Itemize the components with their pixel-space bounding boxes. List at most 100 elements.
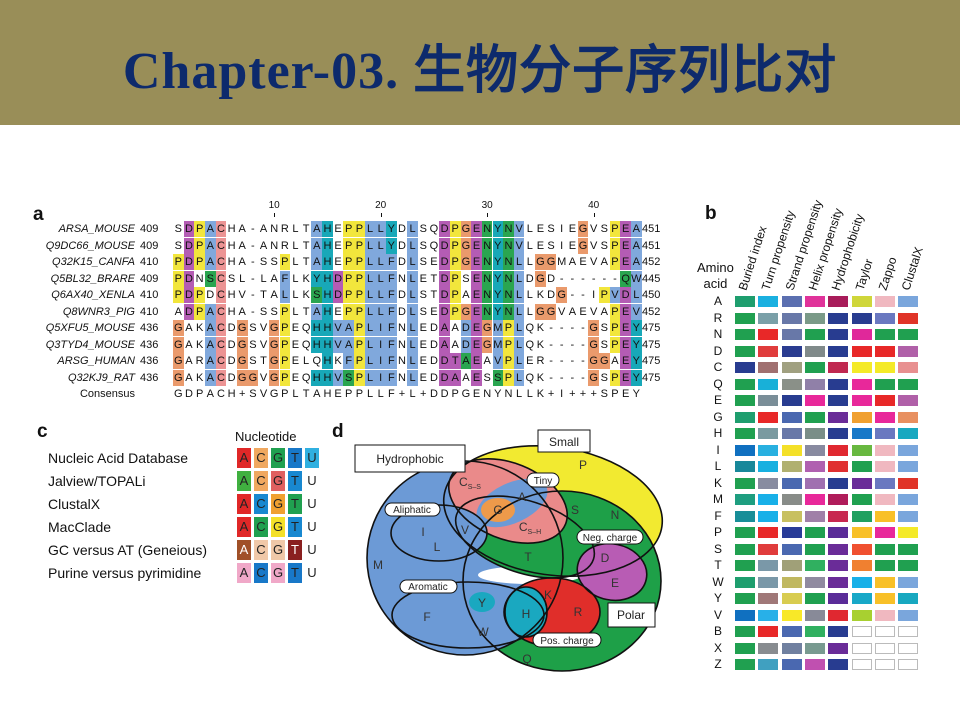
residue-cell: A (204, 320, 216, 336)
residue-cell: H (227, 289, 236, 301)
residue-cell: - (591, 272, 596, 285)
scheme-color-cell (735, 609, 755, 621)
residue-Q: Q (522, 652, 531, 666)
scheme-color-cell (828, 477, 849, 489)
residue-cell: C (215, 287, 227, 303)
residue-cell: D (332, 270, 344, 287)
consensus-residue: A (206, 388, 214, 400)
residue-cell: A (238, 256, 246, 268)
residue-cell: L (407, 270, 418, 287)
residue-cell: L (292, 239, 299, 252)
consensus-residue: T (302, 388, 310, 400)
scheme-color-cell (874, 477, 895, 489)
scheme-color-cell (851, 296, 872, 307)
residue-cell: L (407, 369, 418, 386)
residue-cell: K (536, 322, 545, 334)
residue-cell: S (419, 305, 427, 318)
scheme-color-cell (898, 411, 919, 423)
residue-cell: - (251, 239, 255, 252)
position-tick-mark (274, 213, 276, 217)
amino-acid-header: Amino acid (697, 260, 734, 292)
position-tick-mark (487, 213, 489, 217)
residue-cell: - (559, 371, 564, 384)
residue-cell: K (302, 289, 310, 301)
residue-cell: N (503, 303, 514, 320)
scheme-color-cell (804, 659, 825, 670)
residue-cell: S (259, 256, 268, 268)
residue-cell: E (568, 239, 577, 252)
residue-cell: L (526, 256, 533, 268)
residue-cell: P (503, 320, 514, 336)
residue-cell: N (481, 270, 493, 287)
residue-F: F (423, 610, 430, 624)
residue-cell: G (588, 336, 599, 353)
panel-b-label: b (705, 203, 717, 224)
residue-cell: S (600, 223, 608, 235)
position-tick-label: 30 (481, 200, 493, 211)
residue-cell: P (354, 221, 365, 237)
residue-cell: N (397, 371, 406, 384)
scheme-color-cell (758, 560, 779, 571)
residue-cell: H (322, 303, 333, 320)
nucleotide-box: G (271, 563, 285, 583)
scheme-color-cell (828, 329, 849, 340)
residue-L: L (434, 540, 441, 554)
scheme-color-cell (735, 428, 755, 439)
amino-acid-label: I (716, 442, 720, 457)
residue-cell: P (449, 237, 461, 254)
residue-cell: P (354, 303, 365, 320)
sequence-name: Q32K15_CANFA (52, 256, 135, 268)
residue-cell: P (609, 369, 621, 386)
residue-cell: A (311, 303, 323, 320)
residue-cell: P (194, 303, 205, 320)
scheme-color-cell (758, 345, 779, 357)
residue-cell: E (620, 353, 631, 369)
consensus-residue: L (409, 388, 416, 400)
residue-cell: L (513, 353, 525, 369)
scheme-color-cell (781, 543, 802, 555)
panel-a-label: a (33, 204, 44, 225)
scheme-color-cell (758, 609, 779, 621)
nucleotide-box: C (254, 448, 268, 468)
residue-cell: C (215, 303, 227, 320)
residue-cell: A (174, 305, 182, 318)
residue-V: V (461, 523, 469, 537)
scheme-color-cell (735, 560, 755, 571)
scheme-color-cell (758, 461, 779, 472)
residue-cell: D (439, 369, 450, 386)
residue-cell: G (535, 254, 546, 270)
residue-cell: - (581, 371, 585, 384)
residue-cell: L (513, 369, 525, 386)
amino-acid-label: W (712, 574, 724, 589)
residue-cell: - (251, 256, 255, 268)
nucleotide-scheme-name: Jalview/TOPALi (48, 473, 146, 489)
scheme-color-cell (874, 659, 895, 670)
nucleotide-box: G (271, 448, 285, 468)
glycine-region (481, 498, 515, 522)
scheme-color-cell (781, 642, 802, 654)
scheme-color-cell (828, 609, 849, 621)
residue-cell: P (279, 254, 291, 270)
residue-cell: N (397, 322, 406, 334)
aliphatic-set (391, 505, 487, 561)
residue-cell: H (322, 369, 333, 386)
nucleotide-scheme-name: MacClade (48, 519, 112, 535)
scheme-color-cell (781, 411, 802, 423)
amino-acid-label: X (713, 640, 722, 655)
scheme-color-cell (758, 510, 779, 522)
residue-cell: - (559, 355, 564, 367)
residue-cell: E (334, 239, 342, 252)
scheme-color-cell (828, 510, 849, 522)
scheme-color-cell (898, 609, 919, 621)
residue-cell: E (291, 322, 300, 334)
scheme-color-cell (804, 510, 825, 522)
residue-H: H (522, 607, 531, 621)
nucleotide-box: A (237, 471, 251, 491)
sequence-end: 452 (642, 305, 661, 318)
residue-cell: S (492, 369, 504, 386)
consensus-residue: E (621, 388, 630, 400)
sequence-end: 475 (642, 338, 661, 351)
residue-cell: G (173, 369, 184, 386)
scheme-color-cell (898, 312, 919, 324)
nucleotide-box: C (254, 494, 268, 514)
